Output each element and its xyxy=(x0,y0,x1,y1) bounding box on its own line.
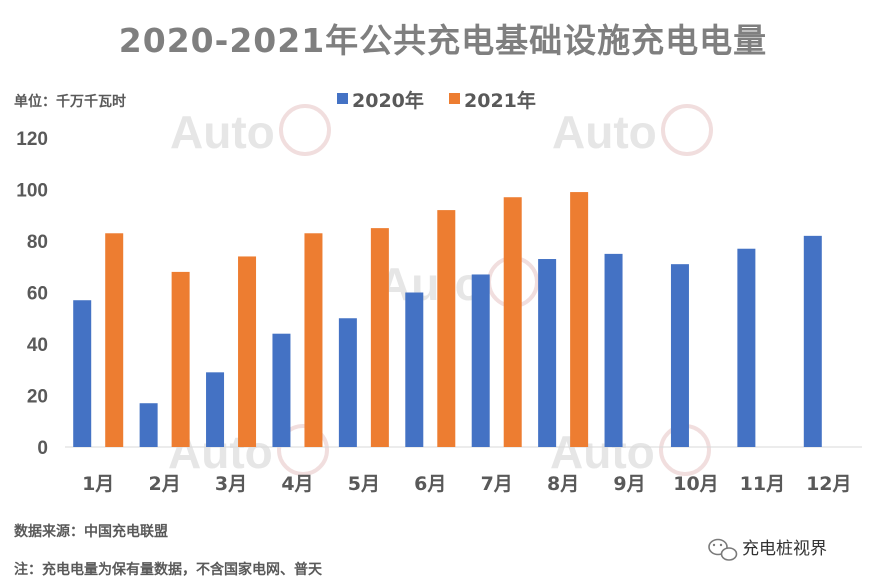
bar-2021年-8月 xyxy=(570,192,589,447)
y-tick-label: 100 xyxy=(16,181,48,202)
x-tick-label: 4月 xyxy=(281,473,313,495)
legend-label-2020年: 2020年 xyxy=(352,89,424,112)
bar-2021年-3月 xyxy=(238,256,257,447)
x-tick-label: 9月 xyxy=(613,473,645,495)
bar-2020年-5月 xyxy=(338,318,357,447)
y-tick-label: 40 xyxy=(27,335,48,356)
bars xyxy=(73,192,822,447)
y-tick-label: 20 xyxy=(27,387,48,408)
watermark-5: Auto xyxy=(550,426,655,478)
bar-2021年-5月 xyxy=(370,228,389,447)
x-tick-label: 2月 xyxy=(149,473,181,495)
wechat-icon xyxy=(708,538,738,561)
x-tick-label: 1月 xyxy=(82,473,114,495)
legend-label-2021年: 2021年 xyxy=(464,89,536,112)
unit-label: 单位：千万千瓦时 xyxy=(14,93,126,110)
watermark-logo-1 xyxy=(279,104,331,156)
bar-2021年-6月 xyxy=(437,210,456,447)
legend-swatch-2021年 xyxy=(449,93,460,104)
watermark-3: Auto xyxy=(378,258,483,310)
bar-2020年-1月 xyxy=(73,300,92,447)
x-axis-labels: 1月 2月 3月 4月 5月 6月 7月 8月 9月 10月 11月 12月 xyxy=(82,473,851,495)
chart-title: 2020-2021年公共充电基础设施充电电量 xyxy=(118,21,768,60)
y-tick-label: 120 xyxy=(16,129,48,150)
x-tick-label: 12月 xyxy=(806,473,851,495)
bar-2020年-8月 xyxy=(538,259,557,447)
bar-2020年-12月 xyxy=(803,235,822,447)
bar-2020年-3月 xyxy=(206,372,225,447)
x-tick-label: 8月 xyxy=(547,473,579,495)
x-tick-label: 10月 xyxy=(673,473,718,495)
x-tick-label: 11月 xyxy=(740,473,785,495)
bar-2021年-4月 xyxy=(304,233,323,447)
bar-2020年-2月 xyxy=(139,403,158,447)
x-tick-label: 5月 xyxy=(348,473,380,495)
bar-2020年-10月 xyxy=(670,264,689,447)
watermark-2: Auto xyxy=(552,106,657,158)
legend-swatch-2020年 xyxy=(337,93,348,104)
x-tick-label: 7月 xyxy=(481,473,513,495)
y-axis-ticks: 0 20 40 60 80 100 120 xyxy=(16,129,48,459)
y-tick-label: 80 xyxy=(27,232,48,253)
footnote: 注：充电电量为保有量数据，不含国家电网、普天 xyxy=(14,561,323,578)
brand: 充电桩视界 xyxy=(708,538,827,561)
bar-2021年-1月 xyxy=(105,233,124,447)
watermark-1: Auto xyxy=(170,106,275,158)
brand-name: 充电桩视界 xyxy=(742,539,827,559)
x-tick-label: 3月 xyxy=(215,473,247,495)
bar-2020年-6月 xyxy=(405,292,424,447)
source-note: 数据来源：中国充电联盟 xyxy=(14,523,168,540)
bar-2020年-9月 xyxy=(604,253,623,447)
bar-2021年-7月 xyxy=(503,197,522,447)
y-tick-label: 60 xyxy=(27,284,48,305)
bar-2021年-2月 xyxy=(171,271,190,447)
legend: 2020年 2021年 xyxy=(337,89,536,112)
bar-2020年-11月 xyxy=(737,248,756,447)
watermark-logo-4 xyxy=(277,424,329,476)
y-tick-label: 0 xyxy=(37,438,48,459)
x-tick-label: 6月 xyxy=(414,473,446,495)
watermark-logo-2 xyxy=(661,104,713,156)
bar-2020年-7月 xyxy=(471,274,490,447)
bar-2020年-4月 xyxy=(272,333,291,447)
